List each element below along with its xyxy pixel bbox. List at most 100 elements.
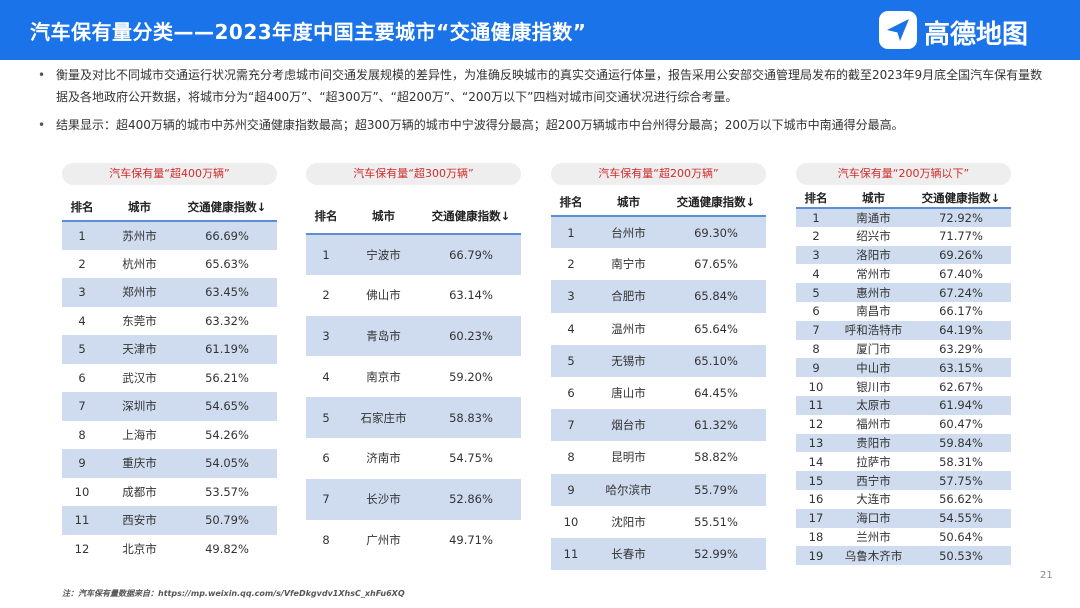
table-row: 4 常州市 67.40%	[796, 264, 1011, 284]
table-row: 12 北京市 49.82%	[62, 534, 277, 563]
city-cell: 无锡市	[591, 344, 666, 377]
city-cell: 昆明市	[591, 441, 666, 474]
index-value-cell: 57.75%	[911, 471, 1011, 490]
city-cell: 南昌市	[836, 301, 911, 321]
column-header-rank: 排名	[62, 193, 102, 222]
index-value-cell: 63.29%	[911, 339, 1011, 359]
rank-cell: 4	[796, 264, 836, 284]
index-value-cell: 64.19%	[911, 320, 1011, 340]
index-value-cell: 63.45%	[177, 278, 277, 307]
city-cell: 南宁市	[591, 248, 666, 281]
table-row: 6 南昌市 66.17%	[796, 301, 1011, 321]
city-cell: 福州市	[836, 414, 911, 434]
rank-cell: 7	[306, 478, 346, 520]
table-row: 4 温州市 65.64%	[551, 312, 766, 345]
table-row: 7 长沙市 52.86%	[306, 478, 521, 520]
city-cell: 南通市	[836, 208, 911, 227]
table-row: 9 中山市 63.15%	[796, 358, 1011, 378]
index-value-cell: 52.99%	[666, 537, 766, 571]
index-value-cell: 54.75%	[421, 437, 521, 479]
city-cell: 烟台市	[591, 409, 666, 442]
table-row: 7 深圳市 54.65%	[62, 392, 277, 421]
column-header-index: 交通健康指数↓	[666, 189, 766, 217]
rank-cell: 3	[551, 280, 591, 313]
index-value-cell: 63.14%	[421, 274, 521, 316]
index-value-cell: 60.23%	[421, 315, 521, 357]
index-value-cell: 65.10%	[666, 344, 766, 377]
rank-cell: 2	[62, 249, 102, 278]
index-value-cell: 59.84%	[911, 433, 1011, 453]
table-row: 14 拉萨市 58.31%	[796, 452, 1011, 472]
bullet-method: 衡量及对比不同城市交通运行状况需充分考虑城市间交通发展规模的差异性，为准确反映城…	[38, 64, 1048, 108]
index-value-cell: 69.26%	[911, 245, 1011, 265]
index-value-cell: 61.94%	[911, 395, 1011, 415]
rank-cell: 17	[796, 508, 836, 528]
city-cell: 台州市	[591, 216, 666, 249]
index-value-cell: 60.47%	[911, 414, 1011, 434]
table-row: 7 呼和浩特市 64.19%	[796, 320, 1011, 340]
table-row: 17 海口市 54.55%	[796, 508, 1011, 528]
rank-cell: 5	[62, 335, 102, 364]
index-value-cell: 53.57%	[177, 477, 277, 506]
city-cell: 武汉市	[102, 363, 177, 392]
index-value-cell: 66.79%	[421, 234, 521, 275]
index-value-cell: 69.30%	[666, 216, 766, 249]
table-row: 1 苏州市 66.69%	[62, 221, 277, 250]
index-value-cell: 58.82%	[666, 441, 766, 474]
ranking-table: 排名 城市 交通健康指数↓ 1 台州市 69.30% 2 南宁市 67.65% 3 合肥市 65.84…	[551, 189, 766, 571]
rank-cell: 2	[306, 274, 346, 316]
table-row: 1 宁波市 66.79%	[306, 234, 521, 275]
index-value-cell: 66.69%	[177, 221, 277, 250]
index-value-cell: 55.51%	[666, 505, 766, 538]
city-cell: 石家庄市	[346, 397, 421, 438]
ranking-table: 排名 城市 交通健康指数↓ 1 宁波市 66.79% 2 佛山市 63.14% 3 青岛市 60.23…	[306, 198, 521, 561]
rank-cell: 10	[551, 505, 591, 538]
index-value-cell: 65.63%	[177, 249, 277, 278]
city-cell: 西安市	[102, 506, 177, 535]
rank-cell: 2	[551, 248, 591, 281]
rank-cell: 6	[306, 437, 346, 479]
city-cell: 东莞市	[102, 306, 177, 335]
rank-cell: 6	[62, 363, 102, 392]
rank-cell: 3	[306, 315, 346, 357]
table-row: 2 绍兴市 71.77%	[796, 226, 1011, 246]
rank-cell: 11	[62, 506, 102, 535]
rank-cell: 8	[796, 339, 836, 359]
rank-cell: 16	[796, 489, 836, 509]
city-cell: 呼和浩特市	[836, 320, 911, 340]
table-row: 9 重庆市 54.05%	[62, 449, 277, 478]
city-cell: 合肥市	[591, 280, 666, 313]
table-row: 1 南通市 72.92%	[796, 208, 1011, 227]
rank-cell: 4	[551, 312, 591, 345]
rank-cell: 5	[551, 344, 591, 377]
index-value-cell: 50.53%	[911, 546, 1011, 566]
index-value-cell: 71.77%	[911, 226, 1011, 246]
panel-category-label: 汽车保有量“超200万辆”	[551, 163, 766, 185]
table-row: 5 无锡市 65.10%	[551, 344, 766, 377]
rank-cell: 10	[62, 477, 102, 506]
city-cell: 唐山市	[591, 376, 666, 410]
index-value-cell: 54.05%	[177, 449, 277, 478]
city-cell: 广州市	[346, 519, 421, 561]
index-value-cell: 54.55%	[911, 508, 1011, 528]
index-value-cell: 58.31%	[911, 452, 1011, 472]
rank-cell: 3	[796, 245, 836, 265]
index-value-cell: 61.19%	[177, 335, 277, 364]
index-value-cell: 52.86%	[421, 478, 521, 520]
index-value-cell: 67.65%	[666, 248, 766, 281]
index-value-cell: 72.92%	[911, 208, 1011, 227]
city-cell: 北京市	[102, 534, 177, 563]
index-value-cell: 67.24%	[911, 283, 1011, 302]
table-row: 10 沈阳市 55.51%	[551, 505, 766, 538]
table-row: 15 西宁市 57.75%	[796, 471, 1011, 490]
rank-cell: 5	[306, 397, 346, 438]
table-row: 9 哈尔滨市 55.79%	[551, 473, 766, 506]
table-row: 8 昆明市 58.82%	[551, 441, 766, 474]
index-value-cell: 67.40%	[911, 264, 1011, 284]
table-header-row: 排名 城市 交通健康指数↓	[306, 198, 521, 235]
city-cell: 南京市	[346, 356, 421, 398]
rank-cell: 7	[62, 392, 102, 421]
index-value-cell: 66.17%	[911, 301, 1011, 321]
table-row: 10 银川市 62.67%	[796, 377, 1011, 396]
table-row: 6 唐山市 64.45%	[551, 376, 766, 410]
